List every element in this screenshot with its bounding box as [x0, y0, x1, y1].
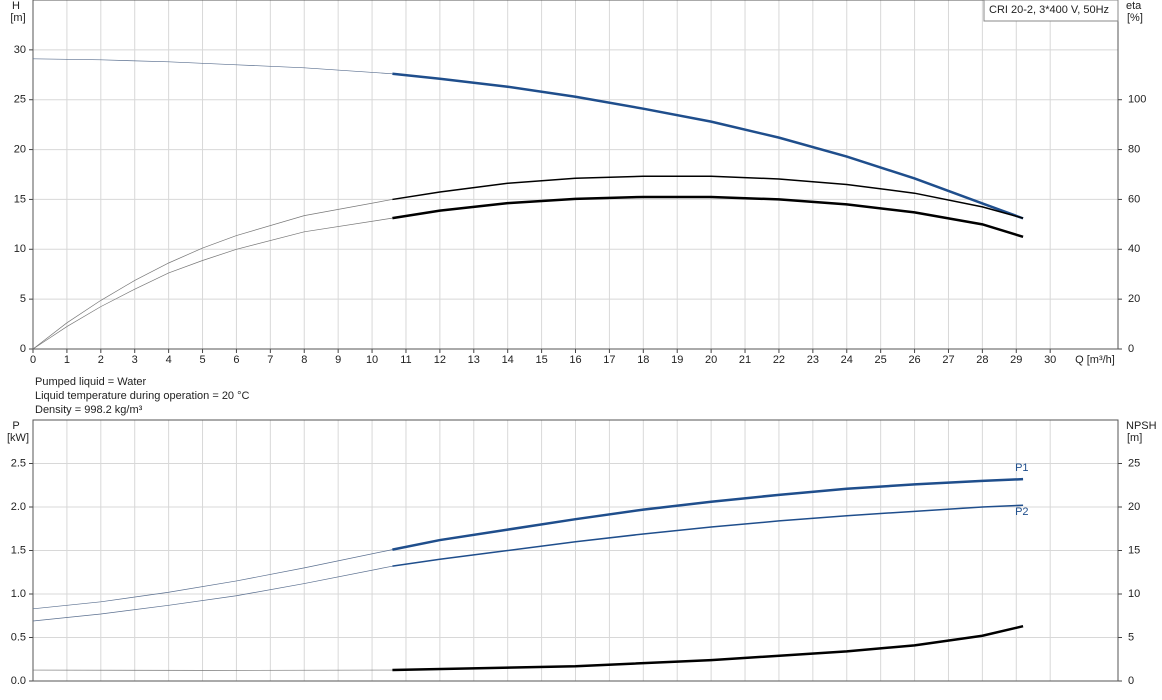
y-axis-unit: [kW]: [7, 432, 29, 444]
y2-tick-label: 0: [1128, 675, 1134, 687]
x-tick-label: 8: [301, 354, 307, 366]
x-tick-label: 4: [166, 354, 172, 366]
y2-axis-unit: [m]: [1127, 432, 1142, 444]
curve: [32, 199, 393, 350]
curve: [32, 217, 393, 350]
y-tick-label: 0.0: [11, 675, 26, 687]
curve: [392, 504, 1024, 567]
x-tick-label: 11: [400, 354, 411, 366]
x-tick-label: 5: [199, 354, 205, 366]
y2-tick-label: 100: [1128, 94, 1146, 106]
y2-axis-label: NPSH: [1126, 420, 1157, 432]
curve: [32, 549, 393, 610]
y2-tick-label: 20: [1128, 501, 1140, 513]
y-tick-label: 0.5: [11, 631, 26, 643]
y-tick-label: 5: [20, 293, 26, 305]
info-text: CRI 20-2, 3*400 V, 50Hz: [989, 4, 1109, 16]
x-tick-label: 12: [434, 354, 446, 366]
x-tick-label: 2: [98, 354, 104, 366]
y2-tick-label: 10: [1128, 588, 1140, 600]
y2-axis-unit: [%]: [1127, 12, 1143, 24]
x-tick-label: 7: [267, 354, 273, 366]
x-tick-label: 14: [502, 354, 514, 366]
x-tick-label: 9: [335, 354, 341, 366]
y2-tick-label: 25: [1128, 457, 1140, 469]
x-tick-label: 13: [468, 354, 480, 366]
note: Pumped liquid = Water: [35, 376, 147, 388]
curve-label: P1: [1015, 462, 1028, 474]
x-tick-label: 21: [739, 354, 751, 366]
plot-frame: [32, 419, 1119, 682]
x-tick-label: 18: [637, 354, 649, 366]
y-tick-label: 15: [14, 193, 26, 205]
x-tick-label: 24: [841, 354, 853, 366]
y-axis-unit: [m]: [10, 12, 25, 24]
curve: [32, 565, 393, 622]
note: Liquid temperature during operation = 20…: [35, 390, 250, 402]
info-box: [983, 0, 1119, 22]
curve: [32, 58, 393, 75]
y2-tick-label: 0: [1128, 343, 1134, 355]
x-tick-label: 16: [569, 354, 581, 366]
curve: [392, 477, 1024, 551]
curve: [392, 624, 1024, 672]
y-tick-label: 25: [14, 94, 26, 106]
x-tick-label: 1: [64, 354, 70, 366]
y2-axis-label: eta: [1126, 0, 1142, 12]
y2-tick-label: 5: [1128, 631, 1134, 643]
y-tick-label: 20: [14, 143, 26, 155]
x-tick-label: 0: [30, 354, 36, 366]
x-tick-label: 26: [908, 354, 920, 366]
y-tick-label: 10: [14, 243, 26, 255]
curve-label: P2: [1015, 506, 1028, 518]
x-tick-label: 30: [1044, 354, 1056, 366]
x-tick-label: 17: [603, 354, 615, 366]
x-tick-label: 28: [976, 354, 988, 366]
y2-tick-label: 40: [1128, 243, 1140, 255]
y-tick-label: 2.0: [11, 501, 26, 513]
x-tick-label: 15: [535, 354, 547, 366]
x-tick-label: 23: [807, 354, 819, 366]
x-tick-label: 19: [671, 354, 683, 366]
x-tick-label: 25: [875, 354, 887, 366]
plot-frame: [32, 0, 1119, 350]
y-tick-label: 30: [14, 44, 26, 56]
x-tick-label: 29: [1010, 354, 1022, 366]
x-tick-label: 10: [366, 354, 378, 366]
x-tick-label: 27: [942, 354, 954, 366]
curve: [392, 175, 1024, 219]
x-tick-label: 22: [773, 354, 785, 366]
curve: [392, 72, 1024, 220]
y-tick-label: 2.5: [11, 457, 26, 469]
y-tick-label: 0: [20, 343, 26, 355]
y2-tick-label: 15: [1128, 544, 1140, 556]
note: Density = 998.2 kg/m³: [35, 404, 143, 416]
x-axis-label: Q [m³/h]: [1075, 354, 1115, 366]
y-tick-label: 1.0: [11, 588, 26, 600]
y-axis-label: H: [12, 0, 20, 12]
x-tick-label: 6: [233, 354, 239, 366]
y-axis-label: P: [12, 420, 19, 432]
curve: [392, 195, 1024, 239]
y2-tick-label: 80: [1128, 143, 1140, 155]
x-tick-label: 20: [705, 354, 717, 366]
y-tick-label: 1.5: [11, 544, 26, 556]
y2-tick-label: 60: [1128, 193, 1140, 205]
y2-tick-label: 20: [1128, 293, 1140, 305]
x-tick-label: 3: [132, 354, 138, 366]
